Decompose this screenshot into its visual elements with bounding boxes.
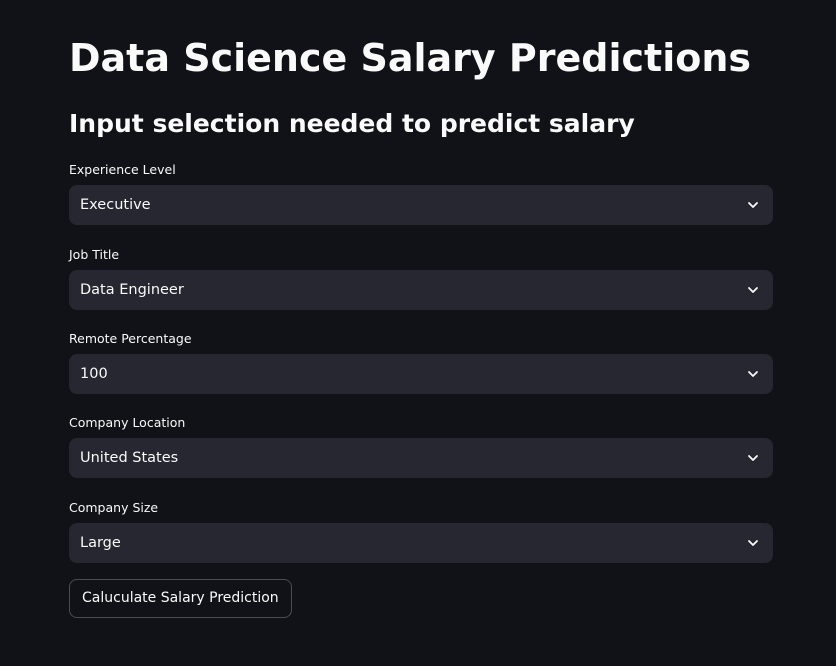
job-title-value: Data Engineer xyxy=(80,282,184,298)
remote-percentage-value: 100 xyxy=(80,366,108,382)
company-size-select[interactable]: Large xyxy=(69,523,773,563)
job-title-select[interactable]: Data Engineer xyxy=(69,270,773,310)
company-size-label: Company Size xyxy=(69,500,159,515)
experience-level-label: Experience Level xyxy=(69,162,176,177)
company-location-label: Company Location xyxy=(69,415,186,430)
company-location-value: United States xyxy=(80,450,179,466)
remote-percentage-label: Remote Percentage xyxy=(69,331,192,346)
job-title-label: Job Title xyxy=(69,247,120,262)
remote-percentage-field: Remote Percentage 100 xyxy=(69,330,773,394)
chevron-down-icon[interactable] xyxy=(746,536,760,550)
experience-level-value: Executive xyxy=(80,197,151,213)
page-title: Data Science Salary Predictions xyxy=(69,36,751,80)
company-location-field: Company Location United States xyxy=(69,414,773,478)
company-size-field: Company Size Large xyxy=(69,499,773,563)
company-size-value: Large xyxy=(80,535,121,551)
experience-level-field: Experience Level Executive xyxy=(69,161,773,225)
calculate-salary-button[interactable]: Caluculate Salary Prediction xyxy=(69,579,292,618)
experience-level-select[interactable]: Executive xyxy=(69,185,773,225)
chevron-down-icon[interactable] xyxy=(746,283,760,297)
chevron-down-icon[interactable] xyxy=(746,367,760,381)
chevron-down-icon[interactable] xyxy=(746,198,760,212)
remote-percentage-select[interactable]: 100 xyxy=(69,354,773,394)
chevron-down-icon[interactable] xyxy=(746,451,760,465)
company-location-select[interactable]: United States xyxy=(69,438,773,478)
job-title-field: Job Title Data Engineer xyxy=(69,246,773,310)
page-subtitle: Input selection needed to predict salary xyxy=(69,109,635,138)
